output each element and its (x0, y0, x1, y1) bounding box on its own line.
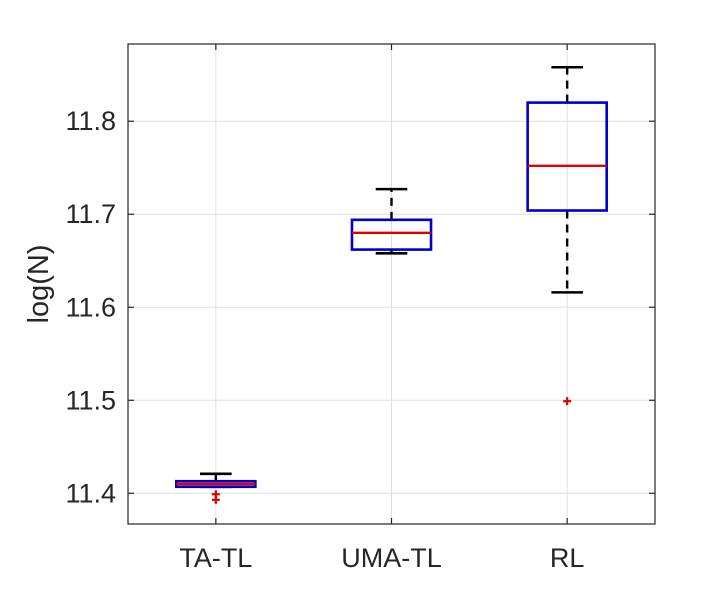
box-iqr (350, 218, 433, 251)
outlier-point (211, 495, 220, 504)
box-series (175, 65, 608, 504)
axis-ticks: 11.4 11.5 11.6 11.7 11.8 TA-TL UMA-TL RL (65, 44, 655, 573)
y-tick-label: 11.5 (65, 385, 116, 415)
y-axis-label: log(N) (23, 245, 55, 324)
outlier-point (563, 397, 572, 406)
box-group-uma-tl (350, 187, 433, 255)
box-group-rl (526, 65, 608, 406)
x-tick-label: RL (550, 543, 585, 573)
box-iqr (526, 101, 608, 212)
x-tick-label: UMA-TL (341, 543, 442, 573)
y-tick-label: 11.6 (65, 292, 116, 322)
y-tick-label: 11.7 (65, 199, 116, 229)
x-tick-label: TA-TL (179, 543, 252, 573)
box-group-ta-tl (175, 472, 257, 504)
y-tick-label: 11.8 (65, 106, 116, 136)
y-tick-label: 11.4 (65, 478, 116, 508)
